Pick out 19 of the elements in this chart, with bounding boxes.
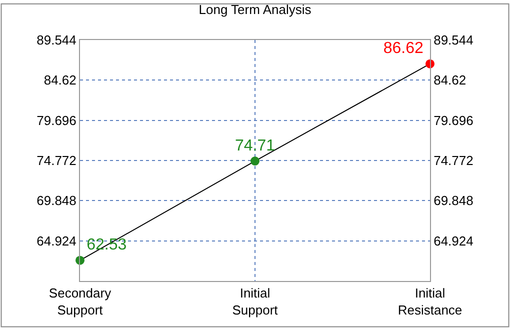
y-tick-label: 79.696: [36, 112, 76, 128]
y-tick-label: 89.544: [36, 32, 76, 48]
point: [250, 156, 260, 166]
y2-tick-label: 79.696: [434, 112, 474, 128]
y2-tick-label: 69.848: [434, 193, 474, 208]
data-label: 74.71: [234, 137, 276, 154]
y-tick-label: 64.924: [36, 233, 76, 248]
y2-tick-label: 89.544: [434, 32, 474, 48]
x-tick-label: Secondary Support: [48, 286, 112, 318]
x-tick-label: Initial Support: [232, 286, 278, 318]
y-tick-label: 84.62: [44, 72, 76, 88]
y2-tick-label: 64.924: [434, 233, 474, 248]
x-tick-label: Initial Resistance: [398, 286, 462, 318]
y-tick-label: 74.772: [36, 153, 76, 168]
y2-tick-label: 84.62: [434, 72, 466, 88]
y2-tick-label: 74.772: [434, 153, 474, 168]
chart-title: Long Term Analysis: [198, 2, 312, 18]
data-label: 86.62: [383, 40, 424, 58]
y-tick-label: 69.848: [36, 193, 76, 208]
